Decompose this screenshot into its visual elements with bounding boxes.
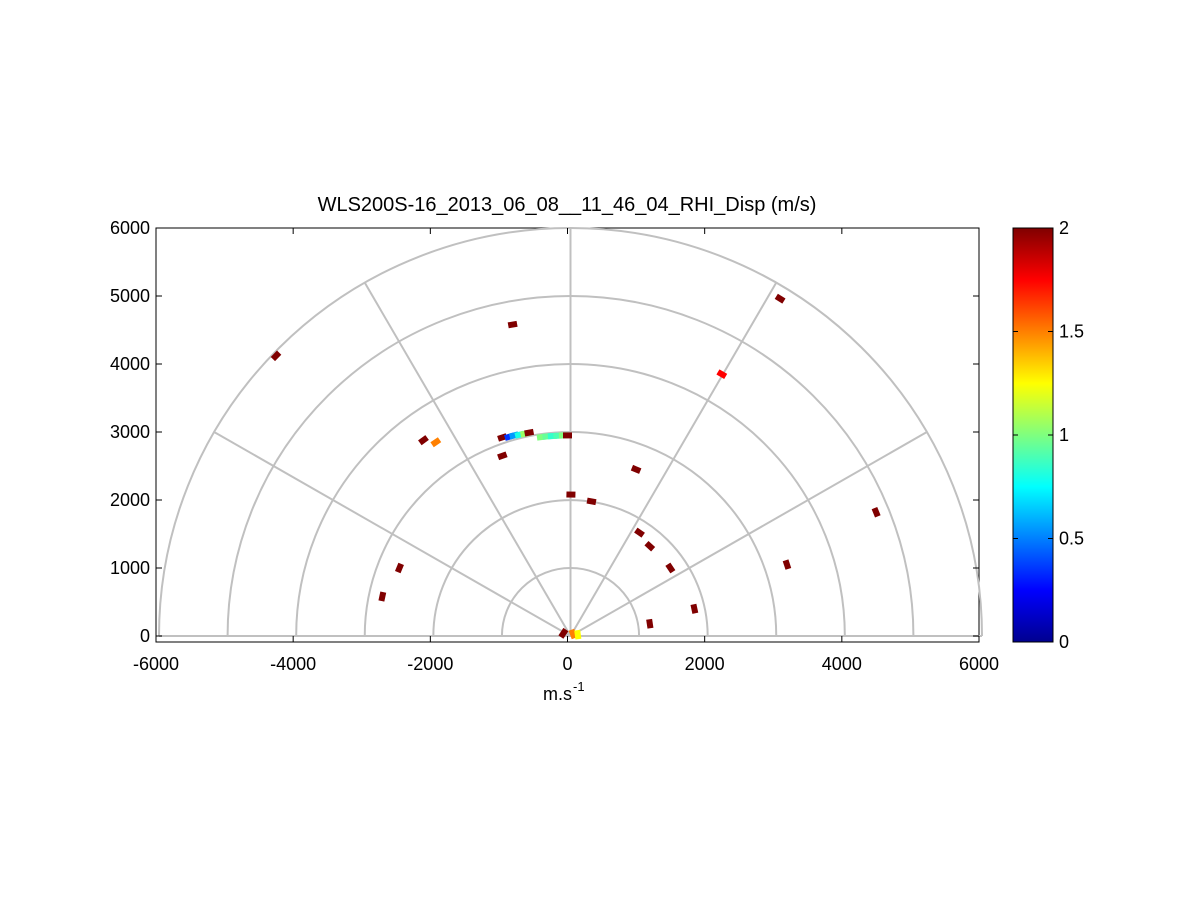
data-point: [716, 369, 728, 380]
data-point: [574, 629, 582, 640]
data-point: [630, 464, 642, 474]
colorbar-tick-label: 1: [1059, 425, 1069, 445]
polar-grid-spoke: [363, 282, 572, 637]
data-point: [586, 497, 597, 506]
data-point: [270, 350, 282, 362]
data-point: [774, 293, 786, 304]
x-tick-label: -2000: [407, 654, 453, 674]
data-point: [378, 591, 387, 602]
x-tick-label: 6000: [959, 654, 999, 674]
x-axis-label-text: m.s: [543, 684, 572, 704]
colorbar: [1012, 227, 1054, 643]
x-tick-label: 2000: [685, 654, 725, 674]
colorbar-tick-label: 0.5: [1059, 529, 1084, 549]
data-point: [418, 435, 429, 446]
y-tick-label: 4000: [110, 354, 150, 374]
data-point: [430, 437, 442, 448]
data-point: [690, 603, 699, 614]
data-point: [394, 562, 404, 574]
data-point: [507, 320, 518, 329]
polar-grid-spoke: [569, 282, 778, 637]
data-point: [524, 428, 535, 437]
data-point: [646, 618, 654, 629]
data-point: [644, 540, 656, 552]
polar-grid: [158, 227, 983, 637]
x-axis-label-superscript: -1: [573, 679, 585, 694]
x-axis-label: m.s: [543, 684, 572, 704]
y-tick-label: 5000: [110, 286, 150, 306]
y-tick-label: 0: [140, 626, 150, 646]
data-point: [665, 562, 676, 574]
polar-grid-spoke: [570, 431, 928, 637]
axis-ticks: -6000 -4000 -2000 0 2000 4000 6000 0 1000 2000 300…: [110, 218, 999, 674]
chart-title: WLS200S-16_2013_06_08__11_46_04_RHI_Disp…: [318, 194, 817, 216]
data-point: [558, 627, 569, 639]
y-tick-label: 6000: [110, 218, 150, 238]
colorbar-tick-label: 0: [1059, 632, 1069, 652]
colorbar-ticks: 0 0.5 1 1.5 2: [1013, 218, 1084, 652]
x-tick-label: -6000: [133, 654, 179, 674]
data-point: [782, 559, 792, 570]
data-points: [270, 293, 881, 640]
x-tick-label: 0: [562, 654, 572, 674]
x-tick-label: -4000: [270, 654, 316, 674]
y-tick-label: 3000: [110, 422, 150, 442]
data-point: [871, 506, 881, 518]
polar-grid-spoke: [213, 431, 571, 637]
data-point: [566, 491, 576, 498]
colorbar-tick-label: 1.5: [1059, 322, 1084, 342]
data-point: [563, 432, 572, 439]
y-tick-label: 2000: [110, 490, 150, 510]
data-point: [497, 451, 508, 461]
colorbar-tick-label: 2: [1059, 218, 1069, 238]
data-point: [634, 527, 645, 538]
x-tick-label: 4000: [822, 654, 862, 674]
y-tick-label: 1000: [110, 558, 150, 578]
